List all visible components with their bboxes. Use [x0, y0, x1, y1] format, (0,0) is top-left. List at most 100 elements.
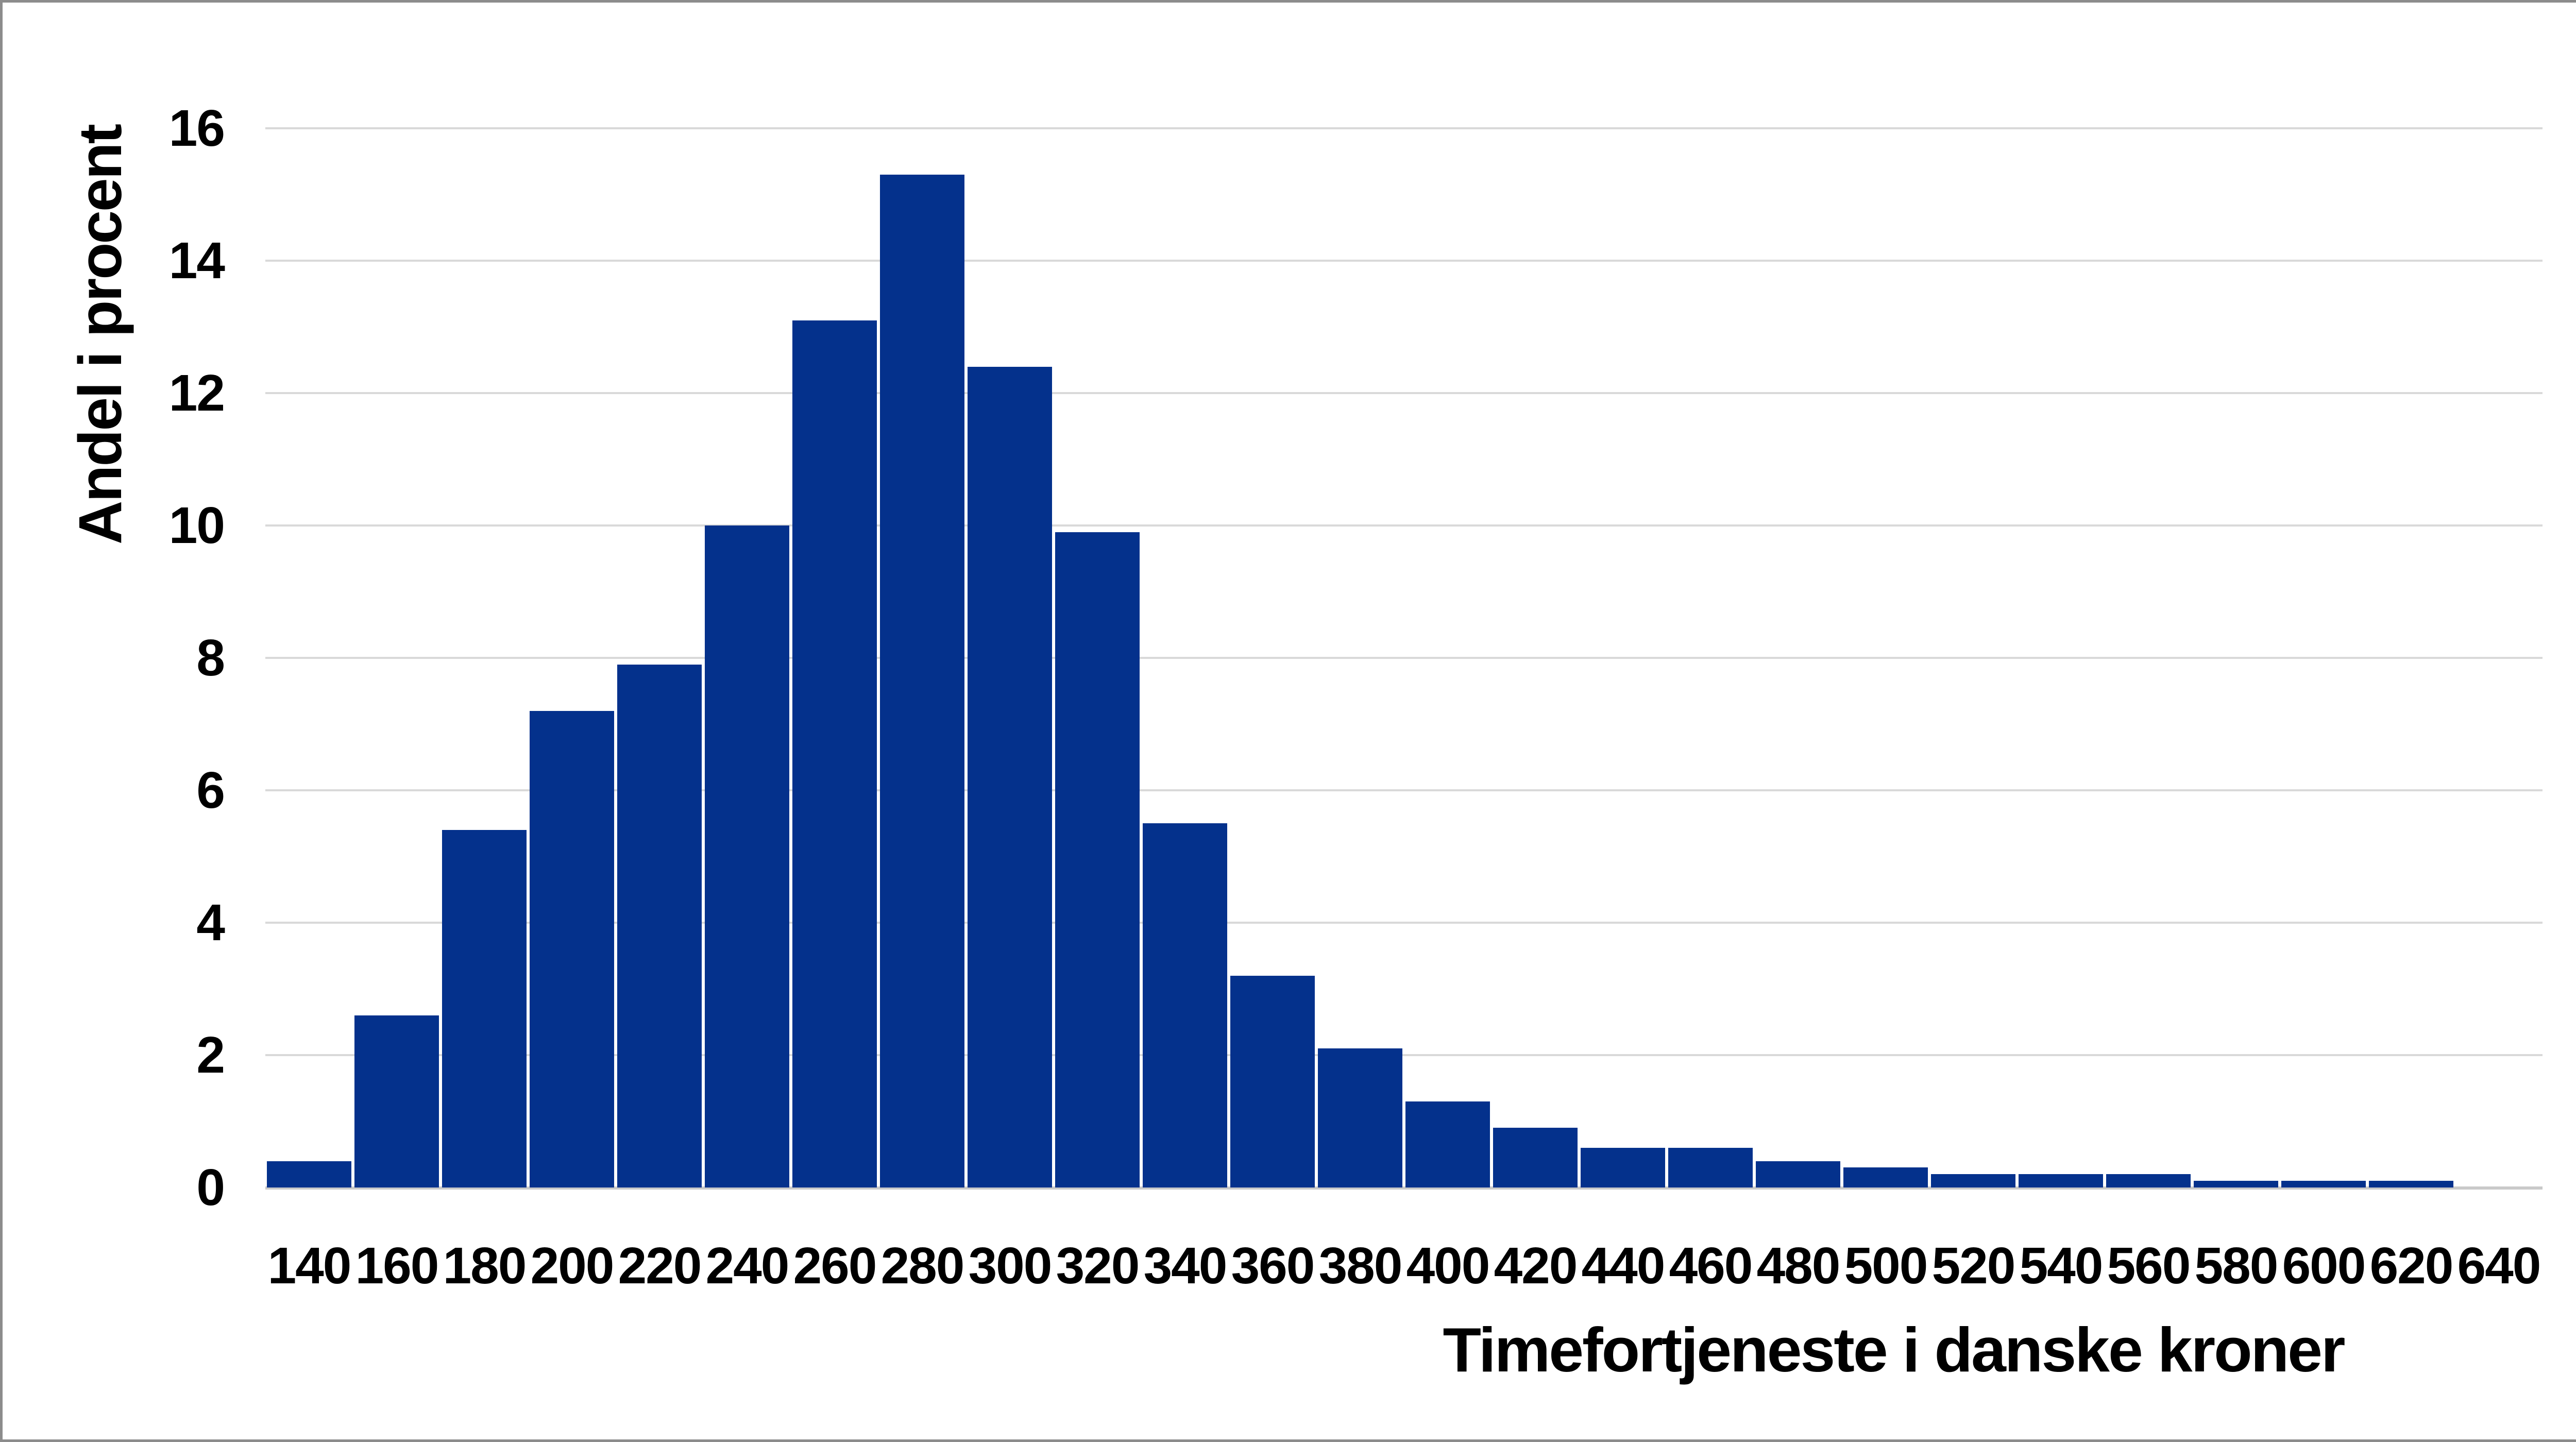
- x-tick-label-200: 200: [530, 1237, 615, 1295]
- bar-320: [1055, 532, 1140, 1187]
- gridline-y-10: [265, 524, 2543, 527]
- bar-620: [2369, 1181, 2453, 1187]
- histogram-bars: [265, 128, 2543, 1187]
- x-axis-title: Timefortjeneste i danske kroner: [1443, 1315, 2346, 1385]
- bar-160: [354, 1015, 439, 1187]
- bar-slot-620: [2367, 128, 2455, 1187]
- y-tick-label-12: 12: [168, 364, 225, 422]
- bar-260: [792, 320, 877, 1187]
- bar-440: [1581, 1147, 1665, 1187]
- gridline-y-14: [265, 260, 2543, 262]
- bar-slot-160: [353, 128, 440, 1187]
- bar-slot-400: [1404, 128, 1492, 1187]
- x-tick-label-360: 360: [1231, 1237, 1315, 1295]
- x-tick-label-160: 160: [355, 1237, 439, 1295]
- x-tick-label-380: 380: [1318, 1237, 1403, 1295]
- bar-520: [1931, 1174, 2015, 1187]
- bar-300: [968, 366, 1052, 1187]
- gridline-y-16: [265, 127, 2543, 129]
- x-tick-label-280: 280: [880, 1237, 965, 1295]
- gridline-y-4: [265, 922, 2543, 924]
- gridline-y-8: [265, 657, 2543, 659]
- y-tick-label-14: 14: [168, 232, 225, 290]
- bar-slot-480: [1754, 128, 1842, 1187]
- bar-slot-600: [2280, 128, 2367, 1187]
- bar-240: [705, 525, 789, 1187]
- x-tick-label-620: 620: [2369, 1237, 2454, 1295]
- bar-slot-240: [703, 128, 791, 1187]
- y-tick-label-16: 16: [168, 99, 225, 157]
- x-tick-label-300: 300: [968, 1237, 1053, 1295]
- bar-slot-180: [440, 128, 528, 1187]
- gridline-y-6: [265, 789, 2543, 791]
- x-tick-label-440: 440: [1581, 1237, 1666, 1295]
- bar-420: [1493, 1128, 1578, 1187]
- x-tick-label-580: 580: [2194, 1237, 2279, 1295]
- bar-540: [2019, 1174, 2103, 1187]
- bar-slot-580: [2192, 128, 2280, 1187]
- x-tick-label-260: 260: [793, 1237, 877, 1295]
- bar-slot-220: [616, 128, 703, 1187]
- x-tick-label-400: 400: [1406, 1237, 1490, 1295]
- bar-360: [1230, 975, 1315, 1187]
- bar-180: [442, 830, 527, 1187]
- y-tick-label-4: 4: [196, 894, 225, 952]
- gridline-y-2: [265, 1054, 2543, 1056]
- y-tick-label-8: 8: [196, 629, 225, 687]
- bar-slot-500: [1842, 128, 1929, 1187]
- gridline-y-0: [265, 1186, 2543, 1190]
- bar-slot-460: [1667, 128, 1754, 1187]
- x-tick-label-140: 140: [267, 1237, 352, 1295]
- plot-area: [265, 127, 2543, 1190]
- bar-slot-360: [1229, 128, 1316, 1187]
- bar-slot-560: [2105, 128, 2192, 1187]
- x-tick-label-180: 180: [443, 1237, 527, 1295]
- bar-600: [2281, 1181, 2366, 1187]
- bar-slot-540: [2017, 128, 2105, 1187]
- x-tick-label-600: 600: [2282, 1237, 2366, 1295]
- bar-slot-420: [1492, 128, 1579, 1187]
- x-tick-label-460: 460: [1669, 1237, 1753, 1295]
- bar-slot-320: [1054, 128, 1141, 1187]
- x-tick-label-220: 220: [618, 1237, 702, 1295]
- x-axis-tick-labels: 140 160 180 200 220 240 260 280 300 320 340 360 380 4…: [265, 1235, 2543, 1297]
- y-tick-label-10: 10: [168, 497, 225, 554]
- bar-slot-520: [1929, 128, 2017, 1187]
- bar-slot-300: [966, 128, 1054, 1187]
- bar-340: [1143, 823, 1227, 1187]
- bar-220: [617, 664, 702, 1187]
- bar-slot-260: [791, 128, 878, 1187]
- bar-460: [1668, 1147, 1753, 1187]
- x-tick-label-520: 520: [1931, 1237, 2016, 1295]
- x-tick-label-640: 640: [2457, 1237, 2541, 1295]
- x-tick-label-500: 500: [1844, 1237, 1928, 1295]
- x-tick-label-240: 240: [705, 1237, 790, 1295]
- bar-slot-380: [1316, 128, 1404, 1187]
- bar-slot-440: [1579, 128, 1667, 1187]
- x-tick-label-420: 420: [1494, 1237, 1578, 1295]
- x-tick-label-340: 340: [1143, 1237, 1228, 1295]
- bar-400: [1405, 1101, 1490, 1187]
- bar-slot-280: [878, 128, 966, 1187]
- x-tick-label-320: 320: [1056, 1237, 1140, 1295]
- y-tick-label-6: 6: [196, 761, 225, 819]
- bar-560: [2106, 1174, 2191, 1187]
- bar-500: [1843, 1167, 1928, 1187]
- y-tick-label-2: 2: [196, 1026, 225, 1084]
- bar-480: [1756, 1161, 1840, 1187]
- y-tick-label-0: 0: [196, 1159, 225, 1216]
- y-axis-title: Andel i procent: [66, 125, 134, 545]
- bar-580: [2194, 1181, 2278, 1187]
- gridline-y-12: [265, 392, 2543, 394]
- bar-slot-340: [1141, 128, 1229, 1187]
- bar-280: [880, 174, 964, 1187]
- bar-140: [267, 1161, 351, 1187]
- x-tick-label-540: 540: [2019, 1237, 2104, 1295]
- bar-slot-140: [265, 128, 353, 1187]
- x-tick-label-560: 560: [2107, 1237, 2191, 1295]
- bar-slot-200: [528, 128, 616, 1187]
- bar-380: [1318, 1048, 1402, 1187]
- bar-200: [530, 710, 614, 1187]
- bar-slot-640: [2455, 128, 2543, 1187]
